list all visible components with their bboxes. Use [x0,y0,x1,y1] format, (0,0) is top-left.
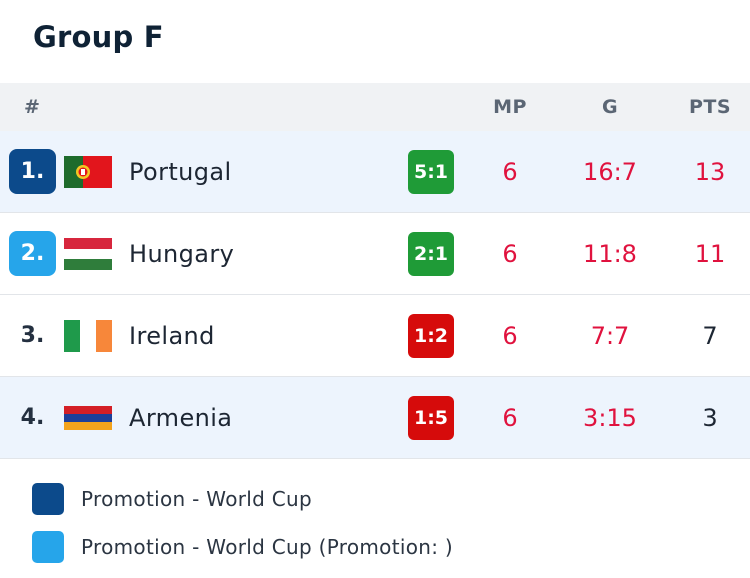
goals: 7:7 [590,322,630,350]
armenia-flag-icon [64,402,112,434]
legend-item-world-cup-promotion: Promotion - World Cup (Promotion: ) [32,531,732,563]
points: 11 [694,240,726,268]
team-name[interactable]: Armenia [129,404,233,432]
group-title: Group F [33,20,164,54]
table-row[interactable]: 4. Armenia 1:5 6 3:15 3 [0,377,750,459]
header-pts[interactable]: PTS [688,96,732,118]
matches-played: 6 [502,158,518,186]
points: 7 [702,322,718,350]
table-row[interactable]: 2. Hungary 2:1 6 11:8 11 [0,213,750,295]
goals: 16:7 [583,158,637,186]
legend-item-world-cup: Promotion - World Cup [32,483,732,515]
rank-badge: 1. [9,149,56,194]
legend-label: Promotion - World Cup [81,487,312,511]
table-row[interactable]: 1. Portugal 5:1 6 16:7 13 [0,131,750,213]
legend-swatch [32,483,64,515]
points: 13 [694,158,726,186]
form-badge[interactable]: 1:2 [408,314,454,358]
table-header: # MP G PTS [0,83,750,131]
rank-label: 3. [20,323,45,348]
ireland-flag-icon [64,320,112,352]
header-rank: # [24,96,41,118]
team-name[interactable]: Portugal [129,158,232,186]
team-name[interactable]: Ireland [129,322,215,350]
rank-badge: 2. [9,231,56,276]
matches-played: 6 [502,240,518,268]
form-badge[interactable]: 2:1 [408,232,454,276]
form-badge[interactable]: 5:1 [408,150,454,194]
portugal-flag-icon [64,156,112,188]
hungary-flag-icon [64,238,112,270]
matches-played: 6 [502,404,518,432]
goals: 11:8 [583,240,637,268]
rank-label: 4. [20,405,45,430]
header-goals[interactable]: G [601,96,619,118]
form-badge[interactable]: 1:5 [408,396,454,440]
legend-label: Promotion - World Cup (Promotion: ) [81,535,454,559]
matches-played: 6 [502,322,518,350]
team-name[interactable]: Hungary [129,240,235,268]
points: 3 [702,404,718,432]
legend-swatch [32,531,64,563]
goals: 3:15 [583,404,637,432]
table-row[interactable]: 3. Ireland 1:2 6 7:7 7 [0,295,750,377]
header-mp[interactable]: MP [493,96,527,118]
